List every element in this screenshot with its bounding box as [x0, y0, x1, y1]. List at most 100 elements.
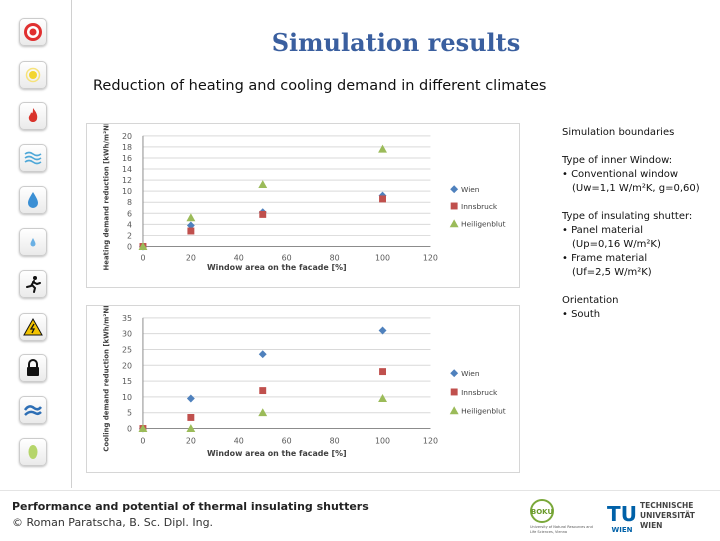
- x-tick-label: 80: [330, 436, 340, 445]
- orientation-value: • South: [562, 309, 601, 320]
- running-person-icon[interactable]: [19, 270, 47, 298]
- data-point-heiligenblut: [186, 213, 196, 222]
- frame-value: (Uf=2,5 W/m²K): [572, 267, 652, 278]
- x-tick-label: 100: [375, 253, 390, 262]
- tu-name-line2: UNIVERSITÄT: [640, 511, 695, 520]
- y-tick-label: 14: [122, 165, 132, 174]
- tu-name-line1: TECHNISCHE: [640, 501, 694, 510]
- x-tick-label: 60: [282, 436, 292, 445]
- y-tick-label: 10: [122, 393, 132, 402]
- y-tick-label: 6: [127, 209, 132, 218]
- data-point-heiligenblut: [378, 144, 387, 153]
- heating-chart: 0 2 4 6 8 10 12 14 16 18 20 0 20 40 60 80 100 120 Window a…: [86, 123, 520, 288]
- y-tick-label: 25: [122, 345, 132, 354]
- footer-title: Performance and potential of thermal ins…: [12, 500, 369, 513]
- data-point-innsbruck: [187, 227, 195, 235]
- tu-label: TU: [607, 502, 637, 526]
- panel-value: (Up=0,16 W/m²K): [572, 239, 661, 250]
- page-subtitle: Reduction of heating and cooling demand …: [93, 78, 547, 94]
- wien-label: WIEN: [612, 526, 633, 534]
- water-drop-icon[interactable]: [19, 186, 47, 214]
- legend-label-wien: Wien: [461, 185, 480, 194]
- y-tick-label: 0: [127, 242, 132, 251]
- tu-name: TECHNISCHE UNIVERSITÄT WIEN: [640, 501, 695, 531]
- data-point-innsbruck: [259, 387, 267, 395]
- data-point-innsbruck: [187, 413, 195, 421]
- data-point-innsbruck: [259, 210, 267, 218]
- y-tick-label: 8: [127, 198, 132, 207]
- data-point-wien: [258, 350, 267, 359]
- x-axis-label: Window area on the facade [%]: [207, 449, 347, 458]
- info-heading: Simulation boundaries: [562, 127, 675, 138]
- x-tick-label: 20: [186, 436, 196, 445]
- window-type-label: Type of inner Window:: [562, 155, 673, 166]
- legend-marker-heiligenblut: [449, 406, 459, 415]
- y-tick-label: 0: [127, 424, 132, 433]
- legend-marker-wien: [450, 185, 459, 194]
- x-tick-label: 60: [282, 253, 292, 262]
- target-icon[interactable]: [19, 18, 47, 46]
- window-type-line1: • Conventional window: [562, 169, 679, 180]
- footer: Performance and potential of thermal ins…: [0, 490, 720, 540]
- legend-marker-wien: [450, 369, 459, 378]
- sun-icon[interactable]: [19, 61, 47, 89]
- x-tick-label: 120: [423, 253, 438, 262]
- shutter-type-label: Type of insulating shutter:: [562, 211, 693, 222]
- data-point-heiligenblut: [258, 180, 268, 188]
- x-axis-label: Window area on the facade [%]: [207, 263, 347, 272]
- data-point-wien: [378, 326, 387, 335]
- frame-material: • Frame material: [562, 253, 648, 264]
- legend-label-innsbruck: Innsbruck: [461, 202, 498, 211]
- y-tick-label: 20: [122, 361, 132, 370]
- x-tick-label: 40: [234, 253, 244, 262]
- data-point-heiligenblut: [378, 394, 387, 402]
- legend-marker-innsbruck: [450, 388, 458, 396]
- legend-label-heiligenblut: Heiligenblut: [461, 220, 506, 229]
- data-point-heiligenblut: [138, 424, 148, 432]
- legend-label-wien: Wien: [461, 369, 480, 378]
- x-tick-label: 40: [234, 436, 244, 445]
- footer-author: © Roman Paratscha, B. Sc. Dipl. Ing.: [12, 516, 214, 529]
- page-title: Simulation results: [271, 28, 521, 57]
- x-tick-label: 0: [140, 253, 145, 262]
- y-tick-label: 15: [122, 377, 132, 386]
- y-tick-label: 12: [122, 176, 132, 185]
- heating-chart-svg: 0 2 4 6 8 10 12 14 16 18 20 0 20 40 60 80 100 120 Window a…: [102, 124, 506, 272]
- x-tick-label: 0: [140, 436, 145, 445]
- fire-icon[interactable]: [19, 102, 47, 130]
- window-type-line2: (Uw=1,1 W/m²K, g=0,60): [572, 183, 700, 194]
- sidebar: [0, 0, 72, 488]
- y-tick-label: 35: [122, 314, 132, 323]
- y-tick-label: 10: [122, 187, 132, 196]
- y-tick-label: 5: [127, 409, 132, 418]
- y-tick-label: 20: [122, 132, 132, 141]
- boku-logo: BOKU University of Natural Resources and…: [530, 497, 600, 537]
- simulation-boundaries-panel: Simulation boundaries Type of inner Wind…: [562, 126, 718, 336]
- storm-icon[interactable]: [19, 396, 47, 424]
- boku-label: BOKU: [531, 508, 554, 516]
- padlock-icon[interactable]: [19, 354, 47, 382]
- data-point-heiligenblut: [258, 408, 268, 417]
- legend-marker-heiligenblut: [449, 219, 459, 228]
- boku-caption: University of Natural Resources and Life…: [530, 525, 593, 534]
- wind-icon[interactable]: [19, 144, 47, 172]
- data-point-wien: [186, 394, 195, 403]
- warning-icon[interactable]: [19, 313, 47, 341]
- y-axis-label: Cooling demand reduction [kWh/m²NRF]: [102, 306, 110, 452]
- y-tick-label: 16: [122, 154, 132, 163]
- data-point-innsbruck: [379, 368, 386, 376]
- tu-name-line3: WIEN: [640, 521, 663, 530]
- x-tick-label: 100: [375, 436, 390, 445]
- cooling-chart: 0 5 10 15 20 25 30 35 0 20 40 60 80 100 120 Window area…: [86, 305, 520, 473]
- x-tick-label: 80: [330, 253, 340, 262]
- x-tick-label: 20: [186, 253, 196, 262]
- leaf-icon[interactable]: [19, 438, 47, 466]
- y-tick-label: 30: [122, 330, 132, 339]
- cooling-chart-svg: 0 5 10 15 20 25 30 35 0 20 40 60 80 100 120 Window area…: [102, 306, 506, 458]
- legend-label-heiligenblut: Heiligenblut: [461, 407, 506, 416]
- y-tick-label: 4: [127, 220, 132, 229]
- y-tick-label: 2: [127, 231, 132, 240]
- panel-material: • Panel material: [562, 225, 643, 236]
- small-drop-icon[interactable]: [19, 228, 47, 256]
- data-point-heiligenblut: [138, 242, 148, 250]
